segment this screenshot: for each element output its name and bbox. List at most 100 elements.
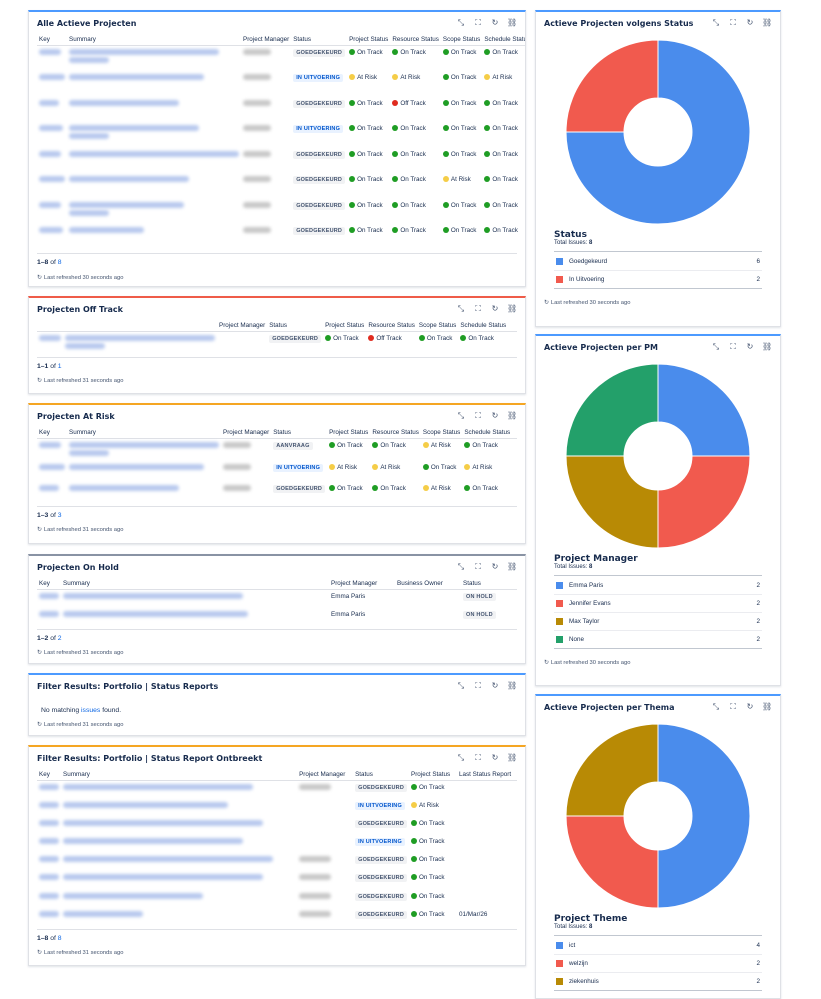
summary-cell[interactable]: [67, 461, 221, 482]
legend-label[interactable]: Max Taylor: [569, 618, 600, 625]
refresh-icon[interactable]: ↻: [491, 304, 499, 313]
key-cell[interactable]: [37, 608, 61, 626]
summary-cell[interactable]: [67, 199, 241, 225]
key-cell[interactable]: [37, 439, 67, 462]
legend-label[interactable]: In Uitvoering: [569, 276, 605, 283]
column-header[interactable]: Project Manager: [217, 320, 268, 332]
summary-cell[interactable]: [67, 439, 221, 462]
key-cell[interactable]: [37, 890, 61, 908]
refresh-icon[interactable]: ↻: [746, 342, 754, 351]
legend-item[interactable]: ziekenhuis 2: [554, 972, 762, 990]
column-header[interactable]: Summary: [67, 34, 241, 46]
column-header[interactable]: Schedule Status: [458, 320, 517, 332]
fullscreen-icon[interactable]: ⛶: [475, 304, 481, 313]
pie-slice-ziekenhuis[interactable]: [565, 723, 659, 817]
column-header[interactable]: Scope Status: [420, 427, 463, 439]
summary-cell[interactable]: [61, 835, 297, 853]
table-row[interactable]: GOEDGEKEURD On Track: [37, 853, 517, 871]
legend-item[interactable]: Jennifer Evans 2: [554, 594, 762, 612]
fullscreen-icon[interactable]: ⛶: [730, 702, 736, 711]
summary-cell[interactable]: [61, 871, 297, 889]
refresh-icon[interactable]: ↻: [544, 300, 549, 306]
minimize-icon[interactable]: ⤡: [457, 753, 465, 762]
pie-chart-status[interactable]: [558, 34, 758, 230]
key-cell[interactable]: [37, 590, 61, 608]
column-header[interactable]: Status: [267, 320, 324, 332]
refresh-icon[interactable]: ↻: [491, 753, 499, 762]
key-cell[interactable]: [37, 908, 61, 926]
fullscreen-icon[interactable]: ⛶: [475, 753, 481, 762]
column-header[interactable]: Business Owner: [395, 578, 461, 590]
table-row[interactable]: GOEDGEKEURD On Track On Track At Risk On Tra…: [37, 173, 525, 199]
legend-label[interactable]: Emma Paris: [569, 581, 604, 589]
table-row[interactable]: GOEDGEKEURD On Track On Track On Track On Tr…: [37, 224, 525, 250]
key-cell[interactable]: [37, 71, 67, 97]
refresh-icon[interactable]: ↻: [37, 527, 42, 533]
pager-total-link[interactable]: 8: [57, 935, 62, 942]
column-header[interactable]: Project Status: [347, 34, 391, 46]
key-cell[interactable]: [37, 224, 67, 250]
table-row[interactable]: GOEDGEKEURD On Track Off Track On Track On T…: [37, 97, 525, 123]
column-header[interactable]: Scope Status: [416, 320, 459, 332]
summary-cell[interactable]: [61, 890, 297, 908]
legend-label[interactable]: None: [569, 636, 585, 643]
key-cell[interactable]: [37, 871, 61, 889]
column-header[interactable]: Project Manager: [221, 427, 272, 439]
key-cell[interactable]: [37, 332, 63, 355]
legend-label[interactable]: ziekenhuis: [569, 978, 599, 985]
key-cell[interactable]: [37, 799, 61, 817]
column-header[interactable]: Summary: [61, 578, 329, 590]
legend-item[interactable]: ict 4: [554, 936, 762, 954]
summary-cell[interactable]: [63, 332, 217, 355]
column-header[interactable]: Project Manager: [329, 578, 395, 590]
table-row[interactable]: IN UITVOERING On Track On Track On Track On …: [37, 122, 525, 148]
summary-cell[interactable]: [67, 122, 241, 148]
refresh-icon[interactable]: ↻: [491, 562, 499, 571]
minimize-icon[interactable]: ⤡: [712, 702, 720, 711]
legend-label[interactable]: welzijn: [569, 960, 588, 967]
minimize-icon[interactable]: ⤡: [712, 342, 720, 351]
fullscreen-icon[interactable]: ⛶: [475, 562, 481, 571]
pie-slice-max-taylor[interactable]: [565, 455, 659, 549]
column-header[interactable]: Status: [271, 427, 328, 439]
column-header[interactable]: Status: [291, 34, 348, 46]
summary-cell[interactable]: [61, 590, 329, 608]
legend-item[interactable]: Max Taylor 2: [554, 612, 762, 630]
legend-label[interactable]: ict: [569, 941, 576, 949]
link-icon[interactable]: ⛓: [762, 702, 773, 711]
refresh-icon[interactable]: ↻: [746, 18, 754, 27]
minimize-icon[interactable]: ⤡: [457, 562, 465, 571]
refresh-icon[interactable]: ↻: [37, 378, 42, 384]
column-header[interactable]: Last Status Report: [457, 769, 517, 781]
table-row[interactable]: GOEDGEKEURD On Track: [37, 871, 517, 889]
summary-cell[interactable]: [67, 97, 241, 123]
table-row[interactable]: GOEDGEKEURD On Track 01/Mar/26: [37, 908, 517, 926]
key-cell[interactable]: [37, 122, 67, 148]
column-header[interactable]: Summary: [61, 769, 298, 781]
column-header[interactable]: [63, 320, 217, 332]
minimize-icon[interactable]: ⤡: [712, 18, 720, 27]
refresh-icon[interactable]: ↻: [37, 649, 42, 656]
pager-total-link[interactable]: 1: [57, 363, 62, 370]
table-row[interactable]: IN UITVOERING At Risk At Risk On Track At Ri…: [37, 71, 525, 97]
summary-cell[interactable]: [61, 608, 329, 626]
link-icon[interactable]: ⛓: [762, 342, 773, 351]
key-cell[interactable]: [37, 461, 67, 482]
summary-cell[interactable]: [61, 817, 297, 835]
pie-slice-emma-paris[interactable]: [657, 363, 751, 457]
column-header[interactable]: Key: [37, 427, 67, 439]
table-row[interactable]: GOEDGEKEURD On Track: [37, 817, 517, 835]
key-cell[interactable]: [37, 148, 67, 174]
column-header[interactable]: Status: [353, 769, 409, 781]
table-row[interactable]: IN UITVOERING At Risk At Risk On Track At Ri…: [37, 461, 517, 482]
column-header[interactable]: Status: [461, 578, 517, 590]
column-header[interactable]: Schedule Status: [462, 427, 517, 439]
legend-item[interactable]: In Uitvoering 2: [554, 270, 762, 288]
link-icon[interactable]: ⛓: [507, 562, 518, 571]
refresh-icon[interactable]: ↻: [544, 660, 549, 666]
column-header[interactable]: Schedule Status: [482, 34, 525, 46]
minimize-icon[interactable]: ⤡: [457, 304, 465, 313]
pie-chart-pm[interactable]: [558, 358, 758, 554]
link-icon[interactable]: ⛓: [762, 18, 773, 27]
fullscreen-icon[interactable]: ⛶: [475, 681, 481, 690]
